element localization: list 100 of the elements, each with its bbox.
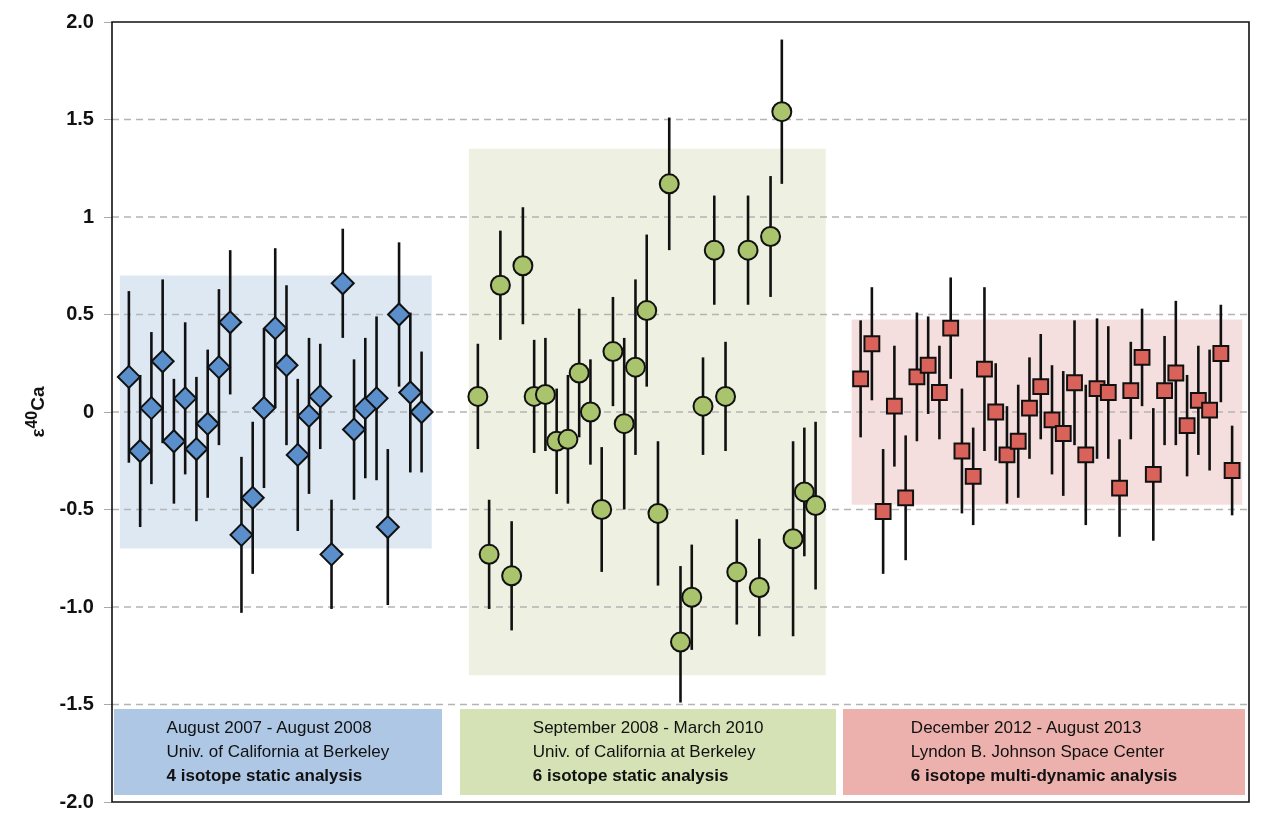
point	[726, 561, 748, 583]
point	[557, 428, 579, 450]
point	[602, 341, 624, 363]
point	[387, 302, 412, 327]
point	[964, 467, 982, 485]
point	[1077, 446, 1095, 464]
point	[715, 385, 737, 407]
point	[1167, 364, 1185, 382]
point	[342, 417, 367, 442]
point	[647, 502, 669, 524]
point	[1133, 348, 1151, 366]
point	[998, 446, 1016, 464]
point	[218, 310, 243, 335]
point	[534, 383, 556, 405]
point	[206, 355, 231, 380]
point	[976, 360, 993, 378]
point	[636, 300, 658, 322]
point	[737, 239, 759, 261]
point	[398, 380, 423, 405]
y-tick-label: -1.5	[59, 692, 94, 715]
point	[1066, 374, 1083, 392]
point	[512, 255, 534, 277]
y-tick-label: 1	[82, 204, 94, 227]
point	[173, 386, 198, 411]
point	[591, 499, 613, 520]
point	[852, 370, 870, 388]
point	[748, 577, 770, 598]
point	[195, 411, 220, 436]
y-tick-label: -2.0	[59, 789, 94, 812]
point	[568, 362, 590, 384]
point	[885, 397, 903, 415]
point	[150, 349, 175, 374]
point	[919, 356, 937, 374]
point	[1178, 417, 1196, 435]
point	[624, 356, 646, 378]
point	[942, 319, 960, 337]
point	[771, 101, 793, 123]
point	[1201, 401, 1219, 419]
point	[364, 386, 389, 411]
point	[1212, 345, 1230, 362]
point	[274, 353, 299, 378]
y-tick-label: 0.5	[66, 302, 94, 325]
point	[319, 542, 344, 567]
point	[285, 442, 310, 467]
point	[1156, 382, 1173, 399]
point	[692, 395, 714, 417]
point	[1099, 384, 1117, 401]
label-box: September 2008 - March 2010 Univ. of California at Berkeley 6 isotope static analysis	[460, 709, 836, 795]
point	[1021, 399, 1038, 417]
annotation: August 2007 - August 2008 Univ. of California at Berkeley 4 isotope static analysis	[166, 717, 390, 787]
point	[681, 586, 703, 608]
point	[184, 437, 209, 462]
y-tick-label: 1.5	[66, 107, 94, 130]
point	[1009, 432, 1027, 450]
point	[1032, 378, 1050, 396]
y-tick-label: -1.0	[59, 594, 94, 617]
point	[128, 439, 153, 463]
point	[251, 396, 276, 421]
point	[863, 335, 881, 353]
point	[670, 631, 691, 653]
point	[897, 489, 915, 507]
label-box: August 2007 - August 2008 Univ. of California at Berkeley 4 isotope static analysis	[114, 709, 442, 795]
point	[229, 522, 254, 547]
point	[760, 226, 782, 247]
y-tick-label: 0	[82, 399, 94, 422]
point	[467, 385, 489, 407]
point	[489, 274, 511, 296]
point	[703, 239, 725, 261]
point	[116, 364, 141, 389]
annotation: September 2008 - March 2010 Univ. of California at Berkeley 6 isotope static analysis	[532, 717, 764, 787]
label-box: December 2012 - August 2013 Lyndon B. Johnson Space Center 6 isotope multi-dynamic analysis	[843, 709, 1245, 795]
point	[409, 400, 434, 424]
point	[297, 403, 322, 428]
point	[953, 442, 971, 460]
point	[139, 396, 164, 421]
point	[478, 543, 500, 565]
point	[330, 271, 355, 296]
point	[375, 515, 400, 540]
point	[987, 403, 1005, 421]
point	[1043, 411, 1061, 429]
point	[793, 481, 815, 503]
point	[805, 495, 827, 517]
point	[1122, 382, 1140, 399]
point	[308, 384, 333, 409]
point	[1054, 425, 1072, 442]
y-tick-label: -0.5	[59, 497, 94, 520]
point	[240, 485, 265, 510]
y-tick-label: 2.0	[66, 9, 94, 32]
point	[874, 503, 892, 520]
point	[263, 316, 288, 341]
point	[579, 401, 601, 423]
point	[1223, 462, 1241, 479]
point	[161, 429, 186, 454]
point	[613, 413, 635, 435]
point	[658, 173, 680, 195]
point	[501, 565, 523, 587]
point	[782, 528, 804, 550]
point	[1144, 465, 1162, 483]
point	[1111, 479, 1128, 497]
point	[931, 384, 948, 401]
